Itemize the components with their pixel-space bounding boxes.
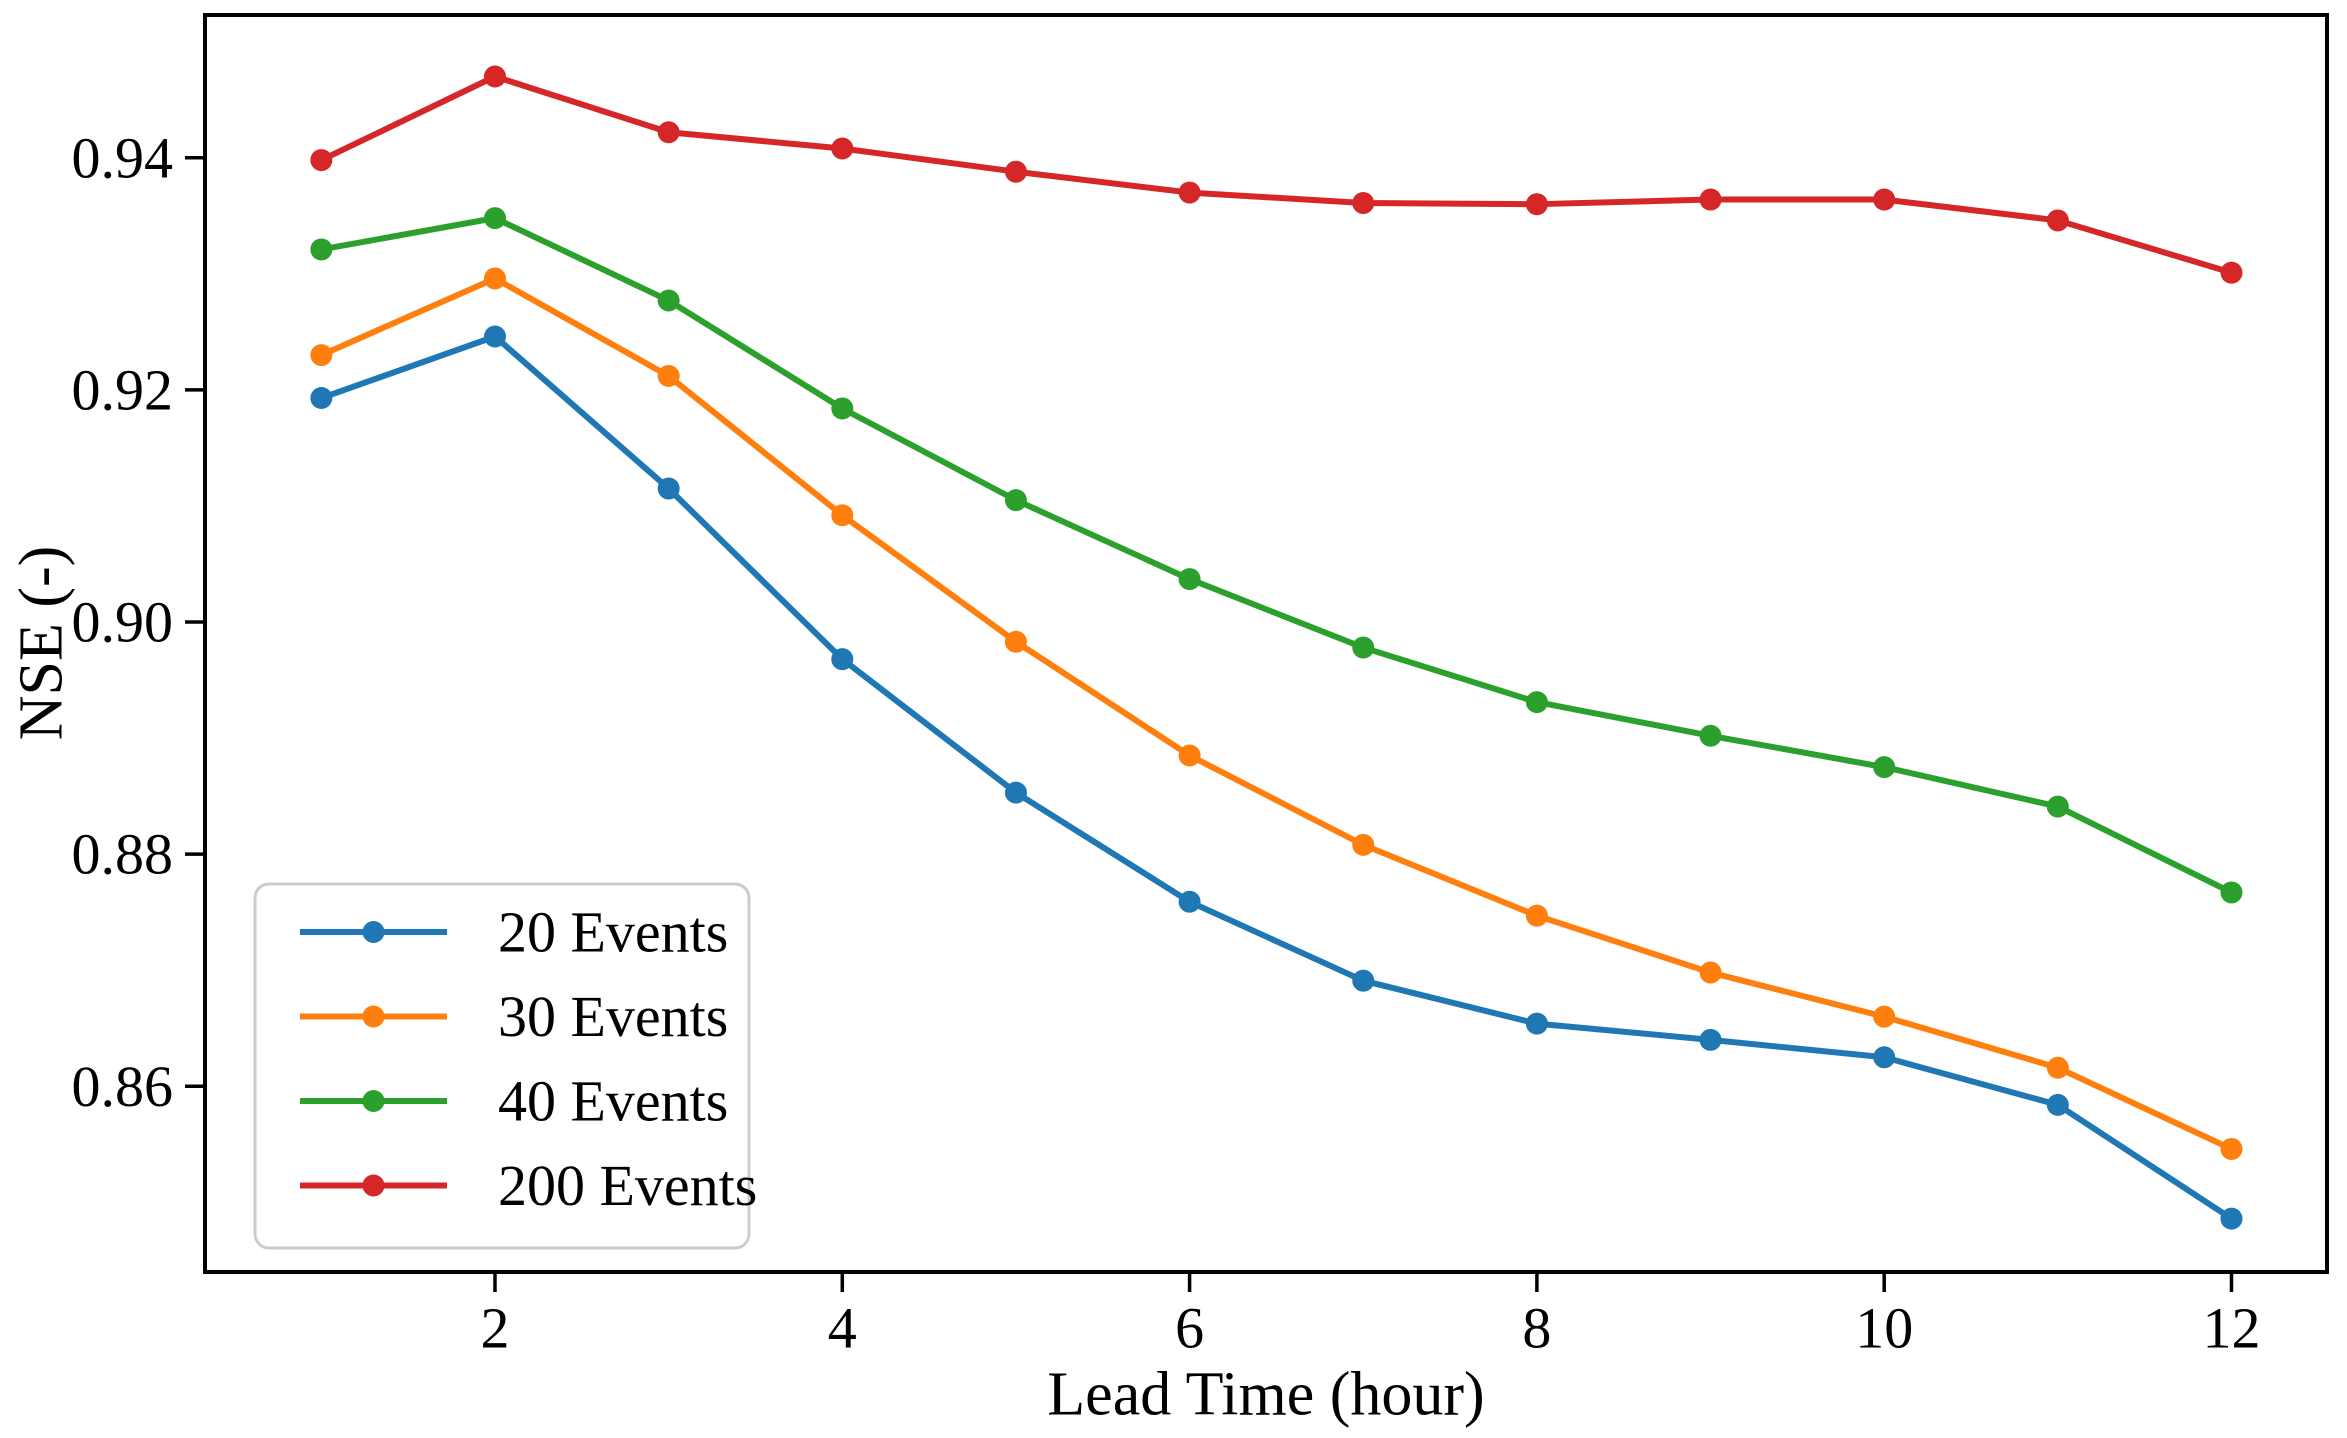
data-point-marker — [1873, 188, 1896, 211]
data-point-marker — [483, 325, 506, 348]
legend-label: 30 Events — [498, 984, 728, 1049]
legend-label: 200 Events — [498, 1153, 757, 1218]
data-point-marker — [1699, 188, 1722, 211]
data-point-marker — [1178, 744, 1201, 767]
data-point-marker — [1352, 833, 1375, 856]
data-point-marker — [2220, 881, 2243, 904]
data-point-marker — [831, 504, 854, 527]
x-axis-tick-label: 12 — [2202, 1296, 2260, 1361]
data-point-marker — [1525, 691, 1548, 714]
data-point-marker — [657, 121, 680, 144]
data-point-marker — [1873, 756, 1896, 779]
y-axis-tick-label: 0.92 — [72, 357, 174, 422]
data-point-marker — [2046, 1056, 2069, 1079]
legend-sample-marker — [362, 1005, 385, 1028]
data-point-marker — [2220, 261, 2243, 284]
y-axis-tick-label: 0.86 — [72, 1054, 174, 1119]
legend-sample-marker — [362, 1090, 385, 1112]
data-point-marker — [1699, 724, 1722, 747]
data-point-marker — [483, 65, 506, 88]
data-point-marker — [1873, 1005, 1896, 1028]
data-point-marker — [1873, 1046, 1896, 1069]
x-axis-title: Lead Time (hour) — [1047, 1360, 1485, 1429]
series-line-40-events — [318, 215, 2235, 896]
data-point-marker — [657, 364, 680, 387]
series-line-30-events — [318, 275, 2235, 1152]
data-point-marker — [483, 207, 506, 230]
data-point-marker — [2046, 209, 2069, 232]
data-point-marker — [1004, 781, 1027, 804]
data-point-marker — [831, 137, 854, 160]
data-point-marker — [831, 397, 854, 420]
legend-label: 40 Events — [498, 1069, 728, 1134]
data-point-marker — [310, 238, 333, 261]
data-point-marker — [1352, 192, 1375, 215]
y-axis-title: NSE (-) — [7, 545, 76, 741]
data-point-marker — [310, 149, 333, 172]
data-point-marker — [831, 648, 854, 671]
series-line-200-events — [318, 73, 2235, 276]
data-point-marker — [1525, 193, 1548, 216]
x-axis-tick-label: 10 — [1855, 1296, 1913, 1361]
data-point-marker — [1699, 1028, 1722, 1051]
data-point-marker — [1352, 636, 1375, 659]
data-point-marker — [1352, 969, 1375, 992]
legend-sample-marker — [362, 1174, 385, 1197]
series-line-20-events — [318, 333, 2235, 1222]
data-point-marker — [1525, 904, 1548, 927]
data-point-marker — [2046, 795, 2069, 818]
data-point-marker — [1525, 1012, 1548, 1035]
data-point-marker — [1178, 181, 1201, 204]
data-point-marker — [2220, 1137, 2243, 1160]
y-axis-tick-label: 0.88 — [72, 822, 174, 887]
x-axis-tick-label: 4 — [828, 1296, 857, 1361]
data-point-marker — [310, 344, 333, 367]
x-axis-tick-label: 6 — [1175, 1296, 1204, 1361]
data-point-marker — [2046, 1093, 2069, 1116]
data-point-marker — [657, 289, 680, 312]
data-point-marker — [657, 477, 680, 500]
data-point-marker — [1004, 489, 1027, 512]
x-axis-tick-label: 8 — [1522, 1296, 1551, 1361]
x-axis-tick-label: 2 — [480, 1296, 509, 1361]
data-point-marker — [1004, 630, 1027, 653]
data-point-marker — [1699, 961, 1722, 984]
legend-sample-marker — [362, 921, 385, 943]
axes-frame — [203, 13, 2329, 1274]
data-point-marker — [2220, 1207, 2243, 1230]
y-axis-tick-label: 0.90 — [72, 590, 174, 655]
legend-label: 20 Events — [498, 900, 728, 965]
data-point-marker — [1004, 160, 1027, 183]
data-point-marker — [1178, 890, 1201, 913]
data-point-marker — [1178, 568, 1201, 591]
y-axis-tick-label: 0.94 — [72, 125, 174, 190]
data-point-marker — [310, 387, 333, 410]
data-point-marker — [483, 267, 506, 290]
legend-box — [253, 882, 751, 1250]
